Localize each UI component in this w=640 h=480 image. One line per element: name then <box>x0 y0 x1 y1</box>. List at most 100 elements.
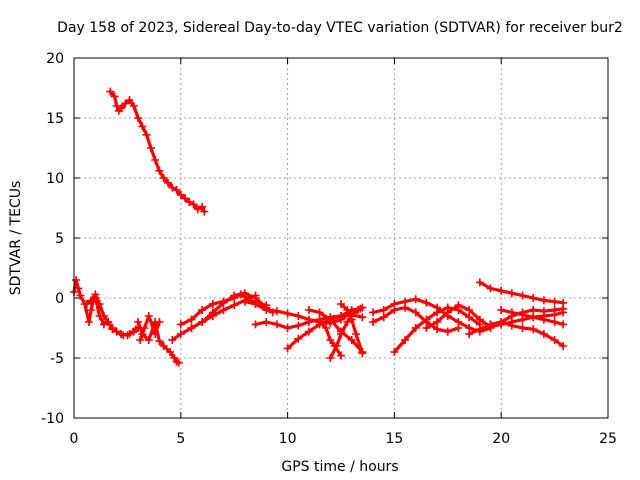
data-point-marker <box>108 325 117 334</box>
data-point-marker <box>497 318 506 326</box>
data-point-marker <box>185 198 194 206</box>
data-point-marker <box>401 303 410 312</box>
data-point-marker <box>140 324 149 332</box>
data-point-marker <box>379 313 388 322</box>
data-point-marker <box>322 324 331 332</box>
data-point-marker <box>272 307 281 316</box>
data-point-marker <box>219 306 228 314</box>
data-point-marker <box>354 306 363 314</box>
data-point-marker <box>138 122 147 131</box>
series-arc-rise-2 <box>176 290 271 329</box>
data-point-marker <box>486 284 495 293</box>
series-arc-high <box>106 87 209 216</box>
data-point-marker <box>146 144 155 152</box>
data-point-marker <box>454 324 463 332</box>
data-point-marker <box>343 318 352 326</box>
series-line <box>286 307 362 350</box>
data-point-marker <box>559 320 568 329</box>
data-point-marker <box>337 330 345 338</box>
data-point-marker <box>304 306 313 314</box>
data-point-marker <box>236 290 245 299</box>
data-point-marker <box>465 306 474 314</box>
data-point-marker <box>240 297 249 306</box>
data-point-marker <box>475 325 484 334</box>
data-point-marker <box>559 304 568 313</box>
data-point-marker <box>72 276 81 284</box>
series-arc-early-1 <box>70 276 138 340</box>
y-tick-label: 15 <box>46 111 64 127</box>
y-tick-label: -10 <box>41 411 64 427</box>
data-point-marker <box>465 313 474 322</box>
data-point-marker <box>433 318 442 326</box>
axis-ticks <box>73 57 609 419</box>
data-point-marker <box>304 318 313 326</box>
data-point-marker <box>208 312 217 320</box>
data-point-marker <box>422 324 431 332</box>
data-point-marker <box>251 291 260 300</box>
data-point-marker <box>119 331 128 340</box>
x-tick-label: 5 <box>176 431 185 447</box>
data-point-marker <box>518 291 527 300</box>
data-point-marker <box>358 313 367 322</box>
data-point-marker <box>262 306 271 314</box>
data-point-marker <box>315 318 324 326</box>
data-point-marker <box>304 327 313 336</box>
data-point-marker <box>187 324 196 332</box>
data-point-marker <box>294 312 303 320</box>
data-point-marker <box>125 96 134 104</box>
data-point-marker <box>443 327 452 336</box>
data-point-marker <box>110 92 119 101</box>
data-point-marker <box>134 114 143 122</box>
x-tick-label: 0 <box>70 431 79 447</box>
data-point-marker <box>358 349 367 358</box>
data-point-marker <box>351 330 360 338</box>
data-point-marker <box>326 336 335 344</box>
data-point-marker <box>159 174 168 182</box>
data-point-marker <box>411 324 420 332</box>
data-point-marker <box>168 336 177 344</box>
y-tick-label: 20 <box>46 51 64 67</box>
x-axis-label: GPS time / hours <box>281 459 398 475</box>
data-point-marker <box>443 308 452 317</box>
data-point-marker <box>529 306 538 314</box>
data-point-marker <box>262 318 271 326</box>
series-arc-mid-7 <box>315 318 345 360</box>
x-tick-label: 20 <box>492 431 510 447</box>
data-point-marker <box>174 358 183 367</box>
data-point-marker <box>337 312 345 320</box>
y-tick-label: 0 <box>55 291 64 307</box>
data-point-marker <box>189 200 198 209</box>
data-point-marker <box>159 342 168 350</box>
data-point-marker <box>142 130 151 139</box>
data-point-marker <box>106 87 115 96</box>
data-point-marker <box>76 291 85 300</box>
y-tick-label: 10 <box>46 171 64 187</box>
y-tick-label: 5 <box>55 231 64 247</box>
series-line <box>179 292 268 326</box>
x-tick-label: 15 <box>385 431 403 447</box>
data-point-marker <box>87 296 96 305</box>
data-point-marker <box>433 308 442 317</box>
data-point-marker <box>151 156 160 164</box>
data-point-marker <box>550 297 559 306</box>
data-point-marker <box>99 320 108 329</box>
data-point-marker <box>507 321 516 330</box>
data-point-marker <box>454 301 463 310</box>
data-point-marker <box>559 342 568 350</box>
data-point-marker <box>539 296 548 305</box>
data-point-marker <box>168 183 177 192</box>
data-point-marker <box>200 207 209 216</box>
data-point-marker <box>112 327 121 336</box>
data-point-marker <box>337 300 345 308</box>
data-point-marker <box>390 348 399 356</box>
data-point-marker <box>283 309 292 318</box>
data-point-marker <box>84 318 93 326</box>
x-tick-labels: 0 5 10 15 20 25 <box>70 431 617 447</box>
series-line <box>243 300 364 325</box>
data-point-marker <box>411 295 420 304</box>
grid-lines <box>74 58 608 418</box>
data-point-marker <box>198 318 207 326</box>
data-point-marker <box>539 330 548 338</box>
data-point-marker <box>347 315 356 324</box>
data-point-marker <box>379 306 388 314</box>
